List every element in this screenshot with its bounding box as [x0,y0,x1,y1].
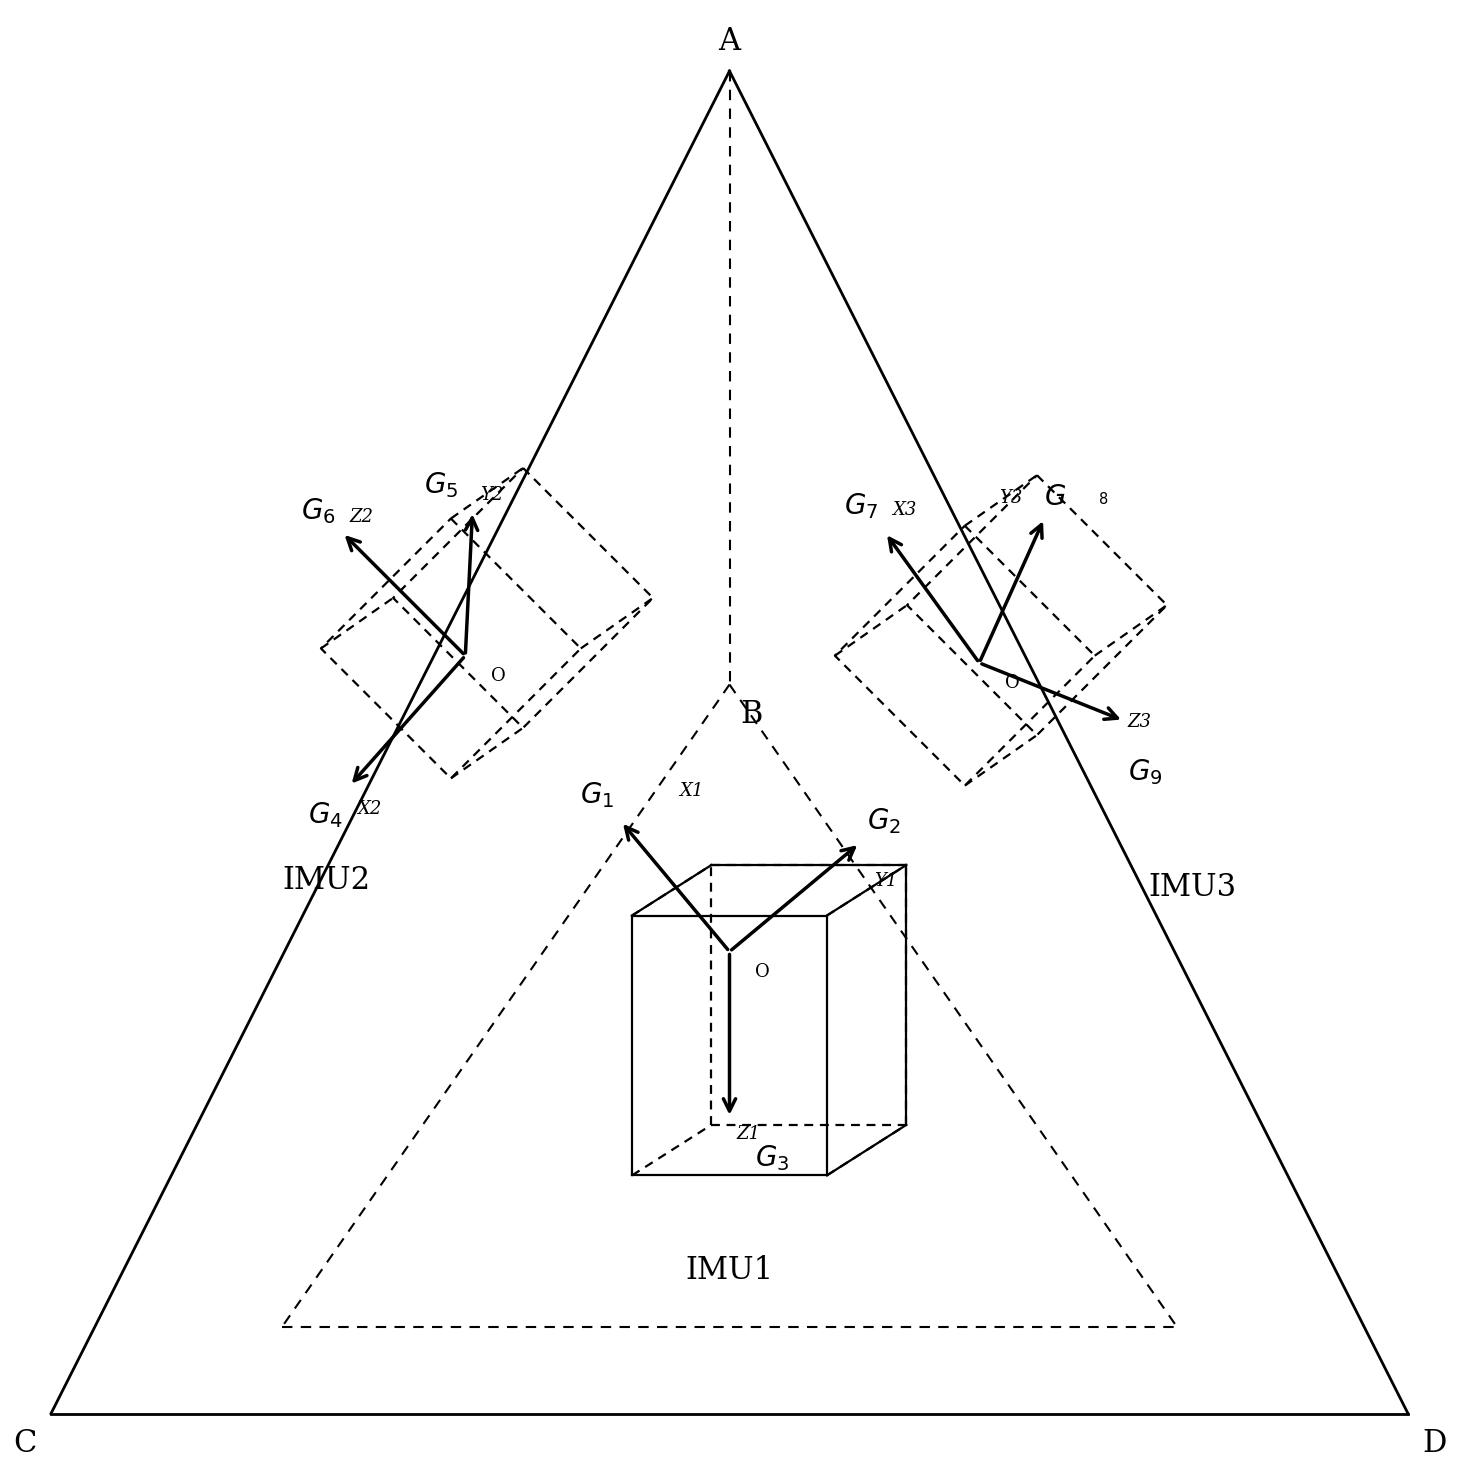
Text: Y1: Y1 [875,872,898,890]
Text: X2: X2 [358,800,381,818]
Text: O: O [1006,675,1021,692]
Text: X1: X1 [679,782,704,800]
Text: $G_4$: $G_4$ [308,800,343,830]
Text: Y3: Y3 [999,489,1022,506]
Text: Y2: Y2 [480,486,504,505]
Text: C: C [13,1427,36,1458]
Text: $G_3$: $G_3$ [755,1144,790,1173]
Text: Z2: Z2 [350,508,374,525]
Text: $G_6$: $G_6$ [301,496,336,525]
Text: D: D [1422,1427,1447,1458]
Text: Z1: Z1 [737,1125,761,1142]
Text: IMU3: IMU3 [1148,872,1237,903]
Text: $G_9$: $G_9$ [1129,757,1162,787]
Text: IMU1: IMU1 [685,1255,774,1286]
Text: $_8$: $_8$ [1098,489,1108,506]
Text: IMU2: IMU2 [282,865,369,896]
Text: $G_1$: $G_1$ [580,781,615,810]
Text: $G_7$: $G_7$ [844,492,879,521]
Text: B: B [740,700,762,731]
Text: Z3: Z3 [1129,713,1152,732]
Text: O: O [755,964,771,982]
Text: $G_2$: $G_2$ [867,806,901,835]
Text: O: O [492,667,507,685]
Text: X3: X3 [892,500,917,518]
Text: A: A [718,25,740,56]
Text: $G_5$: $G_5$ [423,469,458,500]
Text: $G$: $G$ [1044,484,1066,511]
